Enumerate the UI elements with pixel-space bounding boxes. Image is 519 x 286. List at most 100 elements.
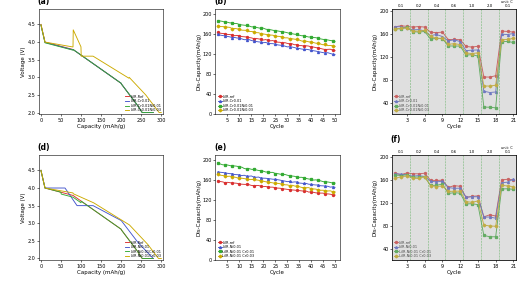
LiIR-Ni0.01 Cr0.01: [272, 172, 278, 175]
LiIR-Cr0.01Ni0.03: [308, 40, 315, 44]
LiIR-Ni0.01 Cr0.03: [320, 188, 326, 192]
LiIR-ref: [439, 178, 445, 182]
LiIR-ref: [263, 185, 269, 188]
LiIR-Cr0.01Ni0.03: [227, 26, 233, 29]
LiIR-Ni0.01 Cr0.03: [330, 190, 336, 193]
LiIR-Ni0.01: [241, 174, 247, 177]
Y-axis label: Dis-Capacity(mAh/g): Dis-Capacity(mAh/g): [196, 179, 201, 236]
LiIR-Cr0.01: [315, 50, 321, 53]
LiIR-ref: [270, 185, 276, 189]
LiIR-Ni0.01: [504, 180, 511, 184]
LiIR-ref: [284, 42, 290, 45]
LiIR-ref: [463, 45, 469, 48]
LiIR-Cr0.01Ni0.03: [260, 32, 266, 36]
LiIR-Ni0.01 Cr0.03: [308, 187, 315, 190]
LiIR-ref: [306, 190, 312, 194]
LiIR-Cr0.01: [398, 25, 404, 29]
LiIR-Cr0.01: [277, 43, 283, 47]
LiIR-Ni0.01 Cr0.03: [291, 184, 297, 188]
LiIR-Ni0.01 Cr0.03: [332, 190, 338, 194]
LiIR-Cr0.01Ni0.01: [504, 40, 511, 43]
LiIR-Cr0.01: [255, 40, 262, 43]
LiIR-Ni0.01 Cr0.01: [504, 187, 511, 190]
LiIR-Cr0.01Ni0.03: [289, 37, 295, 40]
LiIR-Ni0.01Cr0.03: [95, 204, 101, 207]
LiIR-Ni0.01 Cr0.01: [220, 163, 226, 166]
LiIR-Cr0.01: [318, 50, 324, 54]
LiIR-ref: [301, 44, 307, 48]
LiIR-Ni0.01 Cr0.03: [255, 178, 262, 182]
Line: LiIR-Cr0.01Ni0.01: LiIR-Cr0.01Ni0.01: [41, 25, 153, 113]
LiIR-ref: [294, 43, 300, 46]
LiIR-Cr0.01Ni0.03: [318, 42, 324, 46]
LiIR-Cr0.01Ni0.03: [463, 51, 469, 55]
Bar: [445, 9, 463, 114]
LiIR-ref: [504, 178, 511, 181]
LiIR-Cr0.01Ni0.01: [327, 39, 333, 42]
LiIR-Cr0.01: [284, 45, 290, 49]
LiIR-Ni0.01: [487, 215, 493, 219]
Line: LiIR-Cr0.01: LiIR-Cr0.01: [217, 33, 336, 55]
LiIR-Cr0.01: [296, 47, 302, 50]
LiIR-Ni0.01Cr0.01: [130, 243, 136, 247]
LiIR-Cr0.01Ni0.01: [289, 32, 295, 35]
Bar: [463, 154, 481, 260]
LiIR-Cr0.01Ni0.03: [95, 57, 101, 61]
LiIR-Cr0.01Ni0.01: [234, 22, 240, 25]
LiIR-Ref: [130, 98, 136, 101]
LiIR-Ni0.01: [325, 184, 331, 188]
LiIR-Cr0.01Ni0.01: [147, 111, 154, 114]
LiIR-Cr0.01: [231, 36, 238, 39]
LiIR-ref: [481, 75, 487, 79]
LiIR-Cr0.01: [498, 33, 504, 36]
Bar: [481, 9, 499, 114]
LiIR-Cr0.01Ni0.01: [301, 34, 307, 37]
LiIR-Cr0.01Ni0.03: [294, 38, 300, 41]
LiIR-ref: [404, 171, 410, 175]
LiIR-Ref: [38, 169, 44, 172]
LiIR-Ni0.01 Cr0.01: [263, 170, 269, 174]
LiIR-Ni0.01 Cr0.03: [222, 174, 228, 178]
LiIR-Ni0.01: [227, 172, 233, 175]
LiIR-Ni0.01 Cr0.03: [469, 200, 475, 204]
Bar: [410, 154, 428, 260]
LiIR-ref: [279, 41, 285, 45]
LiIR-Ni0.01 Cr0.03: [260, 179, 266, 183]
Line: LiIR-Cr0.01Ni0.03: LiIR-Cr0.01Ni0.03: [41, 24, 161, 113]
LiIR-Ni0.01: [433, 180, 440, 184]
LiIR-Ni0.01: [439, 179, 445, 183]
LiIR-Cr0.01: [38, 23, 44, 27]
Text: unit: C: unit: C: [501, 0, 513, 4]
LiIR-Cr0.01Ni0.03: [156, 111, 162, 114]
LiIR-ref: [409, 172, 416, 175]
LiIR-ref: [243, 35, 250, 39]
LiIR-Ni0.01 Cr0.03: [296, 185, 302, 188]
LiIR-ref: [469, 194, 475, 198]
LiIR-ref: [310, 45, 317, 49]
LiIR-ref: [510, 178, 516, 182]
LiIR-Cr0.01Ni0.03: [263, 33, 269, 36]
LiIR-ref: [510, 30, 516, 34]
LiIR-Ni0.01: [445, 186, 452, 189]
LiIR-Ni0.01 Cr0.01: [428, 184, 434, 187]
LiIR-Ni0.01 Cr0.01: [246, 167, 252, 170]
LiIR-ref: [481, 215, 487, 219]
LiIR-Cr0.01: [130, 98, 136, 101]
LiIR-Ni0.01: [38, 169, 44, 172]
LiIR-Cr0.01Ni0.03: [493, 84, 499, 87]
LiIR-Ni0.01 Cr0.03: [248, 178, 254, 181]
LiIR-Cr0.01Ni0.01: [487, 106, 493, 109]
LiIR-ref: [308, 190, 315, 193]
LiIR-Ni0.01: [510, 177, 516, 181]
LiIR-Cr0.01: [310, 49, 317, 52]
LiIR-Cr0.01Ni0.03: [158, 111, 165, 114]
LiIR-ref: [409, 25, 416, 29]
LiIR-ref: [234, 34, 240, 37]
LiIR-Cr0.01Ni0.01: [392, 27, 398, 31]
LiIR-Ni0.01: [327, 185, 333, 189]
LiIR-Ni0.01 Cr0.03: [286, 184, 293, 187]
LiIR-Cr0.01Ni0.01: [320, 38, 326, 41]
Line: LiIR-Cr0.01Ni0.03: LiIR-Cr0.01Ni0.03: [394, 27, 514, 87]
LiIR-Cr0.01Ni0.01: [303, 35, 309, 38]
Text: (d): (d): [38, 143, 50, 152]
